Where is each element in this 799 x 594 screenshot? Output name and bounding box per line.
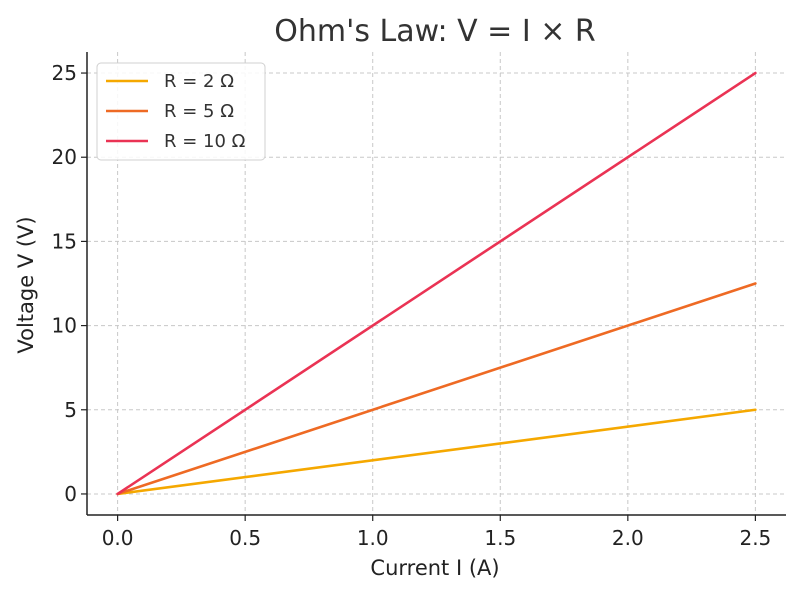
x-axis-label: Current I (A) [370, 556, 499, 580]
y-tick-label: 0 [64, 482, 77, 506]
x-tick-label: 1.0 [357, 526, 389, 550]
y-tick-label: 10 [52, 314, 77, 338]
x-tick-label: 0.0 [102, 526, 134, 550]
x-tick-label: 0.5 [229, 526, 261, 550]
legend-label-1: R = 2 Ω [164, 71, 234, 92]
y-tick-label: 15 [52, 229, 77, 253]
y-ticks: 0 5 10 15 20 25 [52, 61, 87, 506]
x-tick-label: 1.5 [484, 526, 516, 550]
y-axis-label: Voltage V (V) [14, 216, 38, 353]
series-line-3 [116, 71, 757, 496]
series-line-1 [116, 408, 757, 496]
chart-title: Ohm's Law: V = I × R [274, 14, 596, 49]
legend-label-3: R = 10 Ω [164, 131, 246, 152]
y-tick-label: 5 [64, 398, 77, 422]
y-tick-label: 25 [52, 61, 77, 85]
legend-label-2: R = 5 Ω [164, 101, 234, 122]
x-tick-label: 2.0 [612, 526, 644, 550]
series-lines [116, 71, 757, 496]
series-line-2 [116, 282, 757, 496]
x-tick-label: 2.5 [739, 526, 771, 550]
legend-box [96, 62, 266, 161]
x-ticks: 0.0 0.5 1.0 1.5 2.0 2.5 [102, 515, 771, 550]
y-tick-label: 20 [52, 145, 77, 169]
legend: R = 2 Ω R = 5 Ω R = 10 Ω [96, 62, 266, 161]
